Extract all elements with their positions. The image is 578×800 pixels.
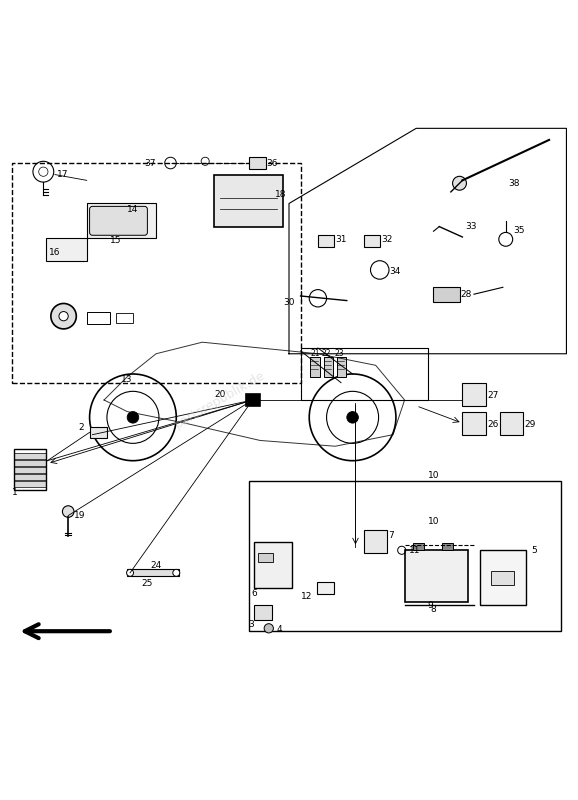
Circle shape: [62, 506, 74, 518]
Bar: [324, 357, 333, 377]
Bar: [249, 481, 561, 631]
Text: 4: 4: [276, 625, 282, 634]
Text: 35: 35: [513, 226, 525, 235]
Text: 36: 36: [266, 158, 277, 167]
Bar: [14, 453, 46, 459]
Text: 21: 21: [310, 350, 320, 358]
Text: 16: 16: [49, 247, 61, 257]
Bar: [462, 382, 486, 406]
Text: 34: 34: [390, 267, 401, 276]
Bar: [214, 174, 283, 226]
Text: 27: 27: [487, 391, 499, 400]
Bar: [413, 543, 424, 550]
Text: 6: 6: [251, 589, 257, 598]
Bar: [87, 312, 110, 324]
Bar: [14, 449, 46, 490]
Text: 9: 9: [428, 601, 434, 610]
Bar: [480, 550, 526, 605]
Text: 32: 32: [381, 235, 393, 244]
Text: 25: 25: [142, 579, 153, 588]
Text: 8: 8: [431, 606, 436, 614]
Bar: [254, 542, 292, 588]
Text: 15: 15: [110, 236, 121, 245]
Text: 30: 30: [283, 298, 295, 307]
Bar: [318, 234, 334, 247]
Bar: [12, 163, 301, 382]
Circle shape: [264, 624, 273, 633]
Bar: [254, 605, 272, 620]
Bar: [14, 474, 46, 480]
Bar: [46, 238, 87, 262]
Bar: [116, 314, 133, 322]
Text: 17: 17: [57, 170, 68, 179]
Text: 1: 1: [12, 488, 17, 497]
Bar: [246, 394, 260, 406]
Text: 10: 10: [428, 517, 439, 526]
Text: 26: 26: [487, 420, 499, 429]
Text: 23: 23: [334, 350, 344, 358]
Bar: [301, 348, 428, 400]
Text: 5: 5: [532, 546, 538, 554]
Bar: [14, 481, 46, 486]
Bar: [90, 427, 107, 438]
Bar: [14, 467, 46, 473]
Bar: [462, 411, 486, 434]
Text: 37: 37: [144, 158, 156, 167]
Circle shape: [59, 311, 68, 321]
Text: 19: 19: [74, 511, 86, 520]
Bar: [310, 357, 320, 377]
Bar: [442, 543, 453, 550]
Bar: [249, 158, 266, 169]
Text: 31: 31: [335, 235, 347, 244]
FancyBboxPatch shape: [90, 206, 147, 235]
Text: 33: 33: [465, 222, 477, 231]
Bar: [434, 287, 460, 302]
Text: 10: 10: [428, 470, 439, 480]
Circle shape: [173, 570, 180, 576]
Bar: [364, 234, 380, 247]
Text: 29: 29: [525, 420, 536, 429]
Text: partsrepublik.de: partsrepublik.de: [172, 369, 267, 431]
Circle shape: [127, 411, 139, 423]
Text: 18: 18: [275, 190, 286, 199]
Text: 13: 13: [121, 375, 133, 384]
Circle shape: [51, 303, 76, 329]
Text: 28: 28: [460, 290, 472, 298]
Bar: [491, 570, 514, 585]
Bar: [317, 582, 334, 594]
Bar: [14, 460, 46, 466]
Bar: [337, 357, 346, 377]
Bar: [127, 570, 179, 576]
Text: 11: 11: [409, 546, 420, 554]
Bar: [258, 553, 273, 562]
Bar: [405, 550, 468, 602]
Text: 22: 22: [322, 350, 331, 358]
Circle shape: [127, 570, 134, 576]
Text: 3: 3: [249, 620, 254, 629]
Text: 2: 2: [78, 423, 84, 432]
Text: 12: 12: [301, 592, 312, 601]
Text: 20: 20: [214, 390, 225, 398]
Text: 14: 14: [127, 205, 139, 214]
Text: 38: 38: [509, 178, 520, 188]
Circle shape: [347, 411, 358, 423]
Bar: [364, 530, 387, 553]
Circle shape: [453, 176, 466, 190]
Bar: [87, 203, 156, 238]
Text: 7: 7: [388, 531, 394, 540]
Bar: [500, 411, 523, 434]
Text: 24: 24: [150, 561, 161, 570]
